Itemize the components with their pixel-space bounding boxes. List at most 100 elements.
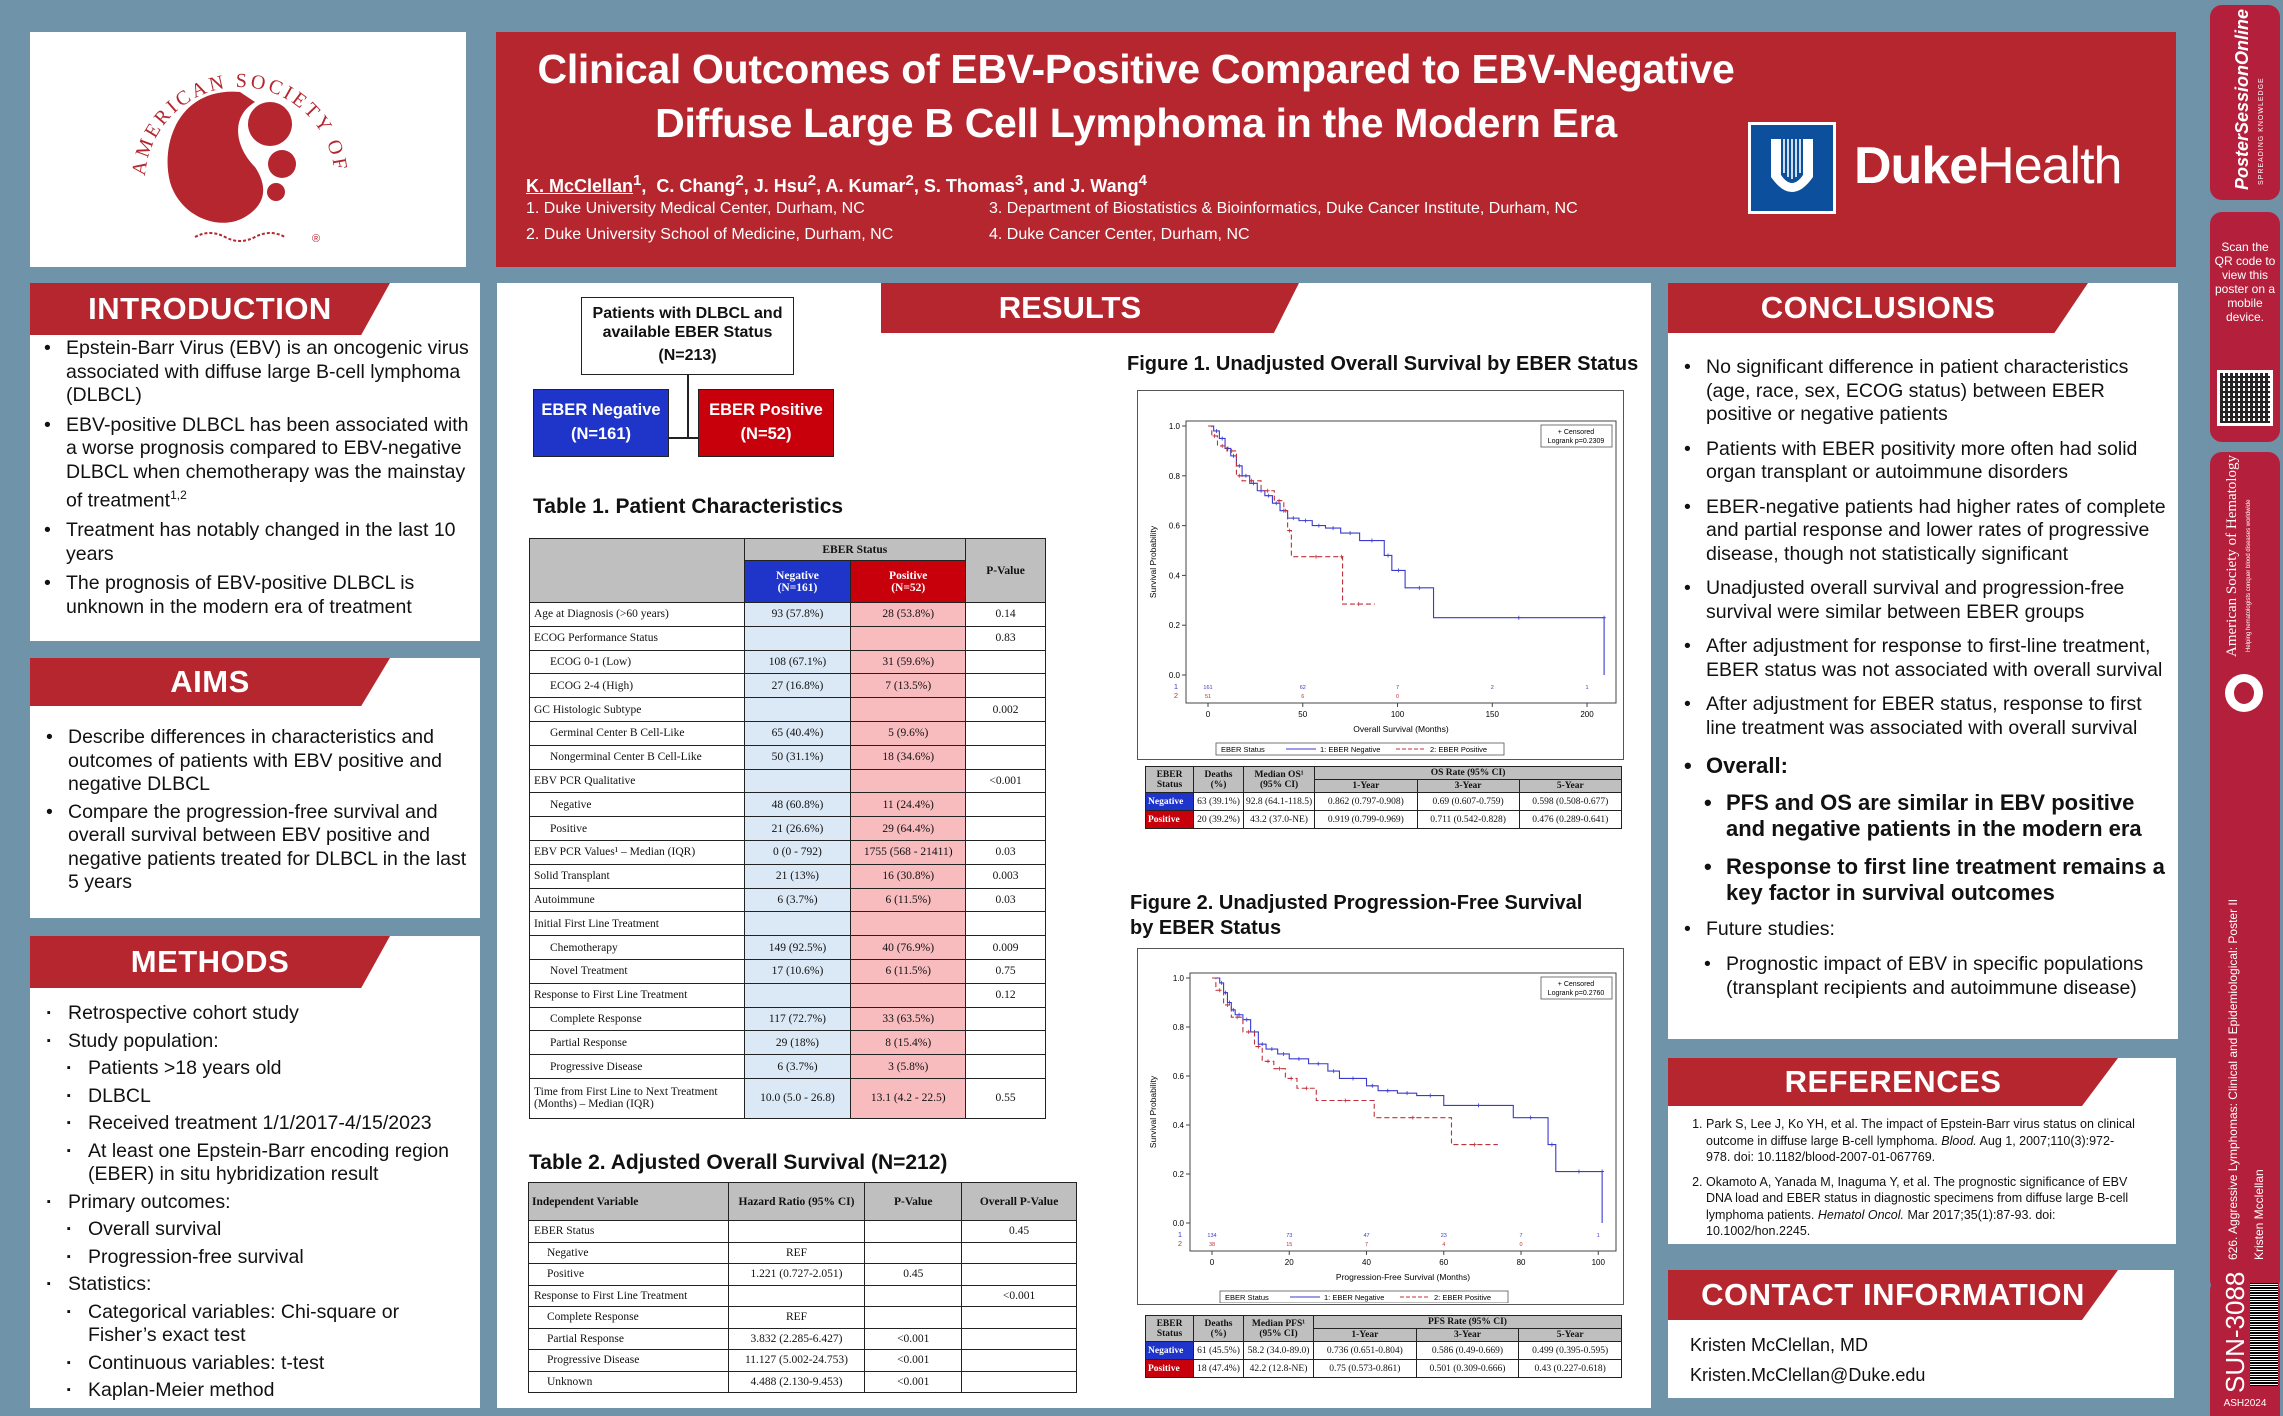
at-risk-count: 0 bbox=[1396, 694, 1399, 700]
censor-mark bbox=[1219, 980, 1224, 985]
censor-mark bbox=[1549, 1142, 1554, 1147]
table2-cell-p: 0.45 bbox=[864, 1263, 963, 1286]
table2-row: Partial Response 3.832 (2.285-6.427) <0.00… bbox=[528, 1327, 1077, 1350]
status-cell: Positive bbox=[1145, 1359, 1194, 1378]
censor-mark bbox=[1212, 433, 1217, 438]
censor-mark bbox=[1316, 1061, 1321, 1066]
table2-cell-op bbox=[961, 1241, 1077, 1264]
table1-cell-pos: 6 (11.5%) bbox=[850, 958, 967, 984]
contact-email[interactable]: Kristen.McClellan@Duke.edu bbox=[1690, 1365, 1926, 1385]
table1-cell-neg: 0 (0 - 792) bbox=[743, 839, 852, 865]
table2-cell-p bbox=[864, 1241, 963, 1264]
at-risk-group-label: 1 bbox=[1178, 1230, 1182, 1239]
at-risk-count: 1 bbox=[1597, 1233, 1600, 1239]
x-tick-label: 80 bbox=[1517, 1258, 1526, 1267]
km-line-eber-negative bbox=[1208, 425, 1605, 675]
censor-mark bbox=[1256, 1044, 1261, 1049]
censor-mark bbox=[1304, 1086, 1309, 1091]
table1-row: ECOG 2-4 (High) 27 (16.8%) 7 (13.5%) bbox=[529, 673, 1046, 699]
status-cell: Negative bbox=[1145, 1341, 1194, 1360]
table1-row: Solid Transplant 21 (13%) 16 (30.8%) 0.003 bbox=[529, 863, 1046, 889]
censor-mark bbox=[1385, 1088, 1390, 1093]
header-y1: 1-Year bbox=[1314, 779, 1418, 793]
table1-cell-neg: 21 (13%) bbox=[743, 863, 852, 889]
table1-cell-p: 0.002 bbox=[965, 697, 1046, 722]
survival-row: Positive 20 (39.2%) 43.2 (37.0-NE) 0.919 (0… bbox=[1145, 810, 1623, 829]
censor-mark bbox=[1229, 448, 1234, 453]
table1-cell-pos: 13.1 (4.2 - 22.5) bbox=[850, 1077, 967, 1119]
intro-bullet: Treatment has notably changed in the las… bbox=[36, 519, 476, 566]
table1-cell-pos: 1755 (568 - 21411) bbox=[850, 839, 967, 865]
table1-cell-p: 0.55 bbox=[965, 1077, 1046, 1119]
table2-cell-hr: REF bbox=[727, 1306, 866, 1329]
table1-cell-p bbox=[965, 744, 1046, 770]
censor-mark bbox=[1472, 1142, 1477, 1147]
figure1-title: Figure 1. Unadjusted Overall Survival by… bbox=[1127, 353, 1639, 375]
table2-cell-hr: REF bbox=[727, 1241, 866, 1264]
at-risk-group-label: 1 bbox=[1174, 682, 1178, 691]
conclusion-bullet: Unadjusted overall survival and progress… bbox=[1676, 577, 2176, 624]
conclusions-list: No significant difference in patient cha… bbox=[1676, 356, 2176, 1000]
qr-code-icon[interactable] bbox=[2217, 370, 2273, 426]
conclusions-heading: CONCLUSIONS bbox=[1668, 283, 2088, 333]
table2-cell-hr: 3.832 (2.285-6.427) bbox=[727, 1327, 866, 1350]
censor-mark bbox=[1405, 1091, 1410, 1096]
table2-cell-label: Partial Response bbox=[528, 1327, 729, 1350]
header-median: Median PFS¹ (95% CI) bbox=[1243, 1315, 1314, 1342]
table1-row: Time from First Line to Next Treatment (… bbox=[529, 1077, 1046, 1119]
deaths-cell: 63 (39.1%) bbox=[1193, 792, 1244, 811]
reference-item: Okamoto A, Yanada M, Inaguma Y, et al. T… bbox=[1706, 1174, 2136, 1240]
table2-row: Progressive Disease 11.127 (5.002-24.753)… bbox=[528, 1349, 1077, 1372]
at-risk-count: 23 bbox=[1441, 1233, 1447, 1239]
contact-name: Kristen McClellan, MD bbox=[1690, 1335, 1869, 1355]
censor-mark bbox=[1296, 1056, 1301, 1061]
censor-mark bbox=[1237, 463, 1242, 468]
table2-row: Negative REF bbox=[528, 1241, 1077, 1264]
censor-mark bbox=[1277, 1066, 1282, 1071]
y3-cell: 0.69 (0.607-0.759) bbox=[1416, 792, 1520, 811]
x-tick-label: 40 bbox=[1362, 1258, 1371, 1267]
censor-mark bbox=[1343, 1098, 1348, 1103]
censor-mark bbox=[1331, 1069, 1336, 1074]
t2-header-hr: Hazard Ratio (95% CI) bbox=[727, 1182, 866, 1221]
plot-frame bbox=[1185, 420, 1617, 704]
aims-bullet: Compare the progression-free survival an… bbox=[38, 801, 468, 895]
aims-bullet: Describe differences in characteristics … bbox=[38, 726, 468, 797]
x-axis-label: Progression-Free Survival (Months) bbox=[1336, 1272, 1470, 1282]
median-cell: 92.8 (64.1-118.5) bbox=[1242, 792, 1316, 811]
barcode-icon bbox=[2250, 1283, 2278, 1386]
postersessiononline-logo[interactable]: PosterSessionOnline SPREADING KNOWLEDGE bbox=[2210, 5, 2280, 200]
table1-cell-neg bbox=[743, 768, 852, 794]
intro-bullet: Epstein-Barr Virus (EBV) is an oncogenic… bbox=[36, 337, 476, 408]
table2-row: Response to First Line Treatment <0.001 bbox=[528, 1284, 1077, 1307]
conclusion-bullet: Patients with EBER positivity more often… bbox=[1676, 438, 2176, 485]
header-y3: 3-Year bbox=[1416, 779, 1520, 793]
flow-root-box: Patients with DLBCL and available EBER S… bbox=[581, 297, 794, 375]
table1-cell-pos: 5 (9.6%) bbox=[850, 720, 967, 746]
censored-note: + Censored bbox=[1558, 981, 1594, 988]
y-tick-label: 0.0 bbox=[1173, 1219, 1185, 1228]
x-tick-label: 150 bbox=[1486, 710, 1500, 719]
table1-cell-neg bbox=[743, 911, 852, 937]
methods-heading: METHODS bbox=[30, 936, 390, 988]
table1-cell-label: Positive bbox=[529, 816, 745, 841]
table1-row: ECOG 0-1 (Low) 108 (67.1%) 31 (59.6%) bbox=[529, 649, 1046, 675]
table1-row: Positive 21 (26.6%) 29 (64.4%) bbox=[529, 816, 1046, 841]
methods-subitem: Kaplan-Meier method bbox=[38, 1379, 468, 1403]
at-risk-count: 134 bbox=[1207, 1233, 1216, 1239]
censor-mark bbox=[1339, 554, 1344, 559]
at-risk-count: 6 bbox=[1301, 694, 1304, 700]
at-risk-count: 7 bbox=[1519, 1233, 1522, 1239]
table1-row: EBV PCR Values¹ – Median (IQR) 0 (0 - 792… bbox=[529, 839, 1046, 865]
y-tick-label: 0.6 bbox=[1173, 1072, 1185, 1081]
censor-mark bbox=[1251, 481, 1256, 486]
poster-title-line1: Clinical Outcomes of EBV-Positive Compar… bbox=[537, 46, 1735, 92]
table2-row: Unknown 4.488 (2.130-9.453) <0.001 bbox=[528, 1370, 1077, 1393]
methods-subitem: DLBCL bbox=[38, 1085, 468, 1109]
table1-row: Age at Diagnosis (>60 years) 93 (57.8%) 28… bbox=[529, 602, 1046, 627]
table1-cell-neg: 50 (31.1%) bbox=[743, 744, 852, 770]
adjusted-os-table: Independent Variable Hazard Ratio (95% C… bbox=[528, 1182, 1077, 1393]
censor-mark bbox=[1217, 988, 1222, 993]
negative-header: Negative (N=161) bbox=[743, 560, 852, 603]
km-line-eber-positive bbox=[1212, 977, 1498, 1146]
